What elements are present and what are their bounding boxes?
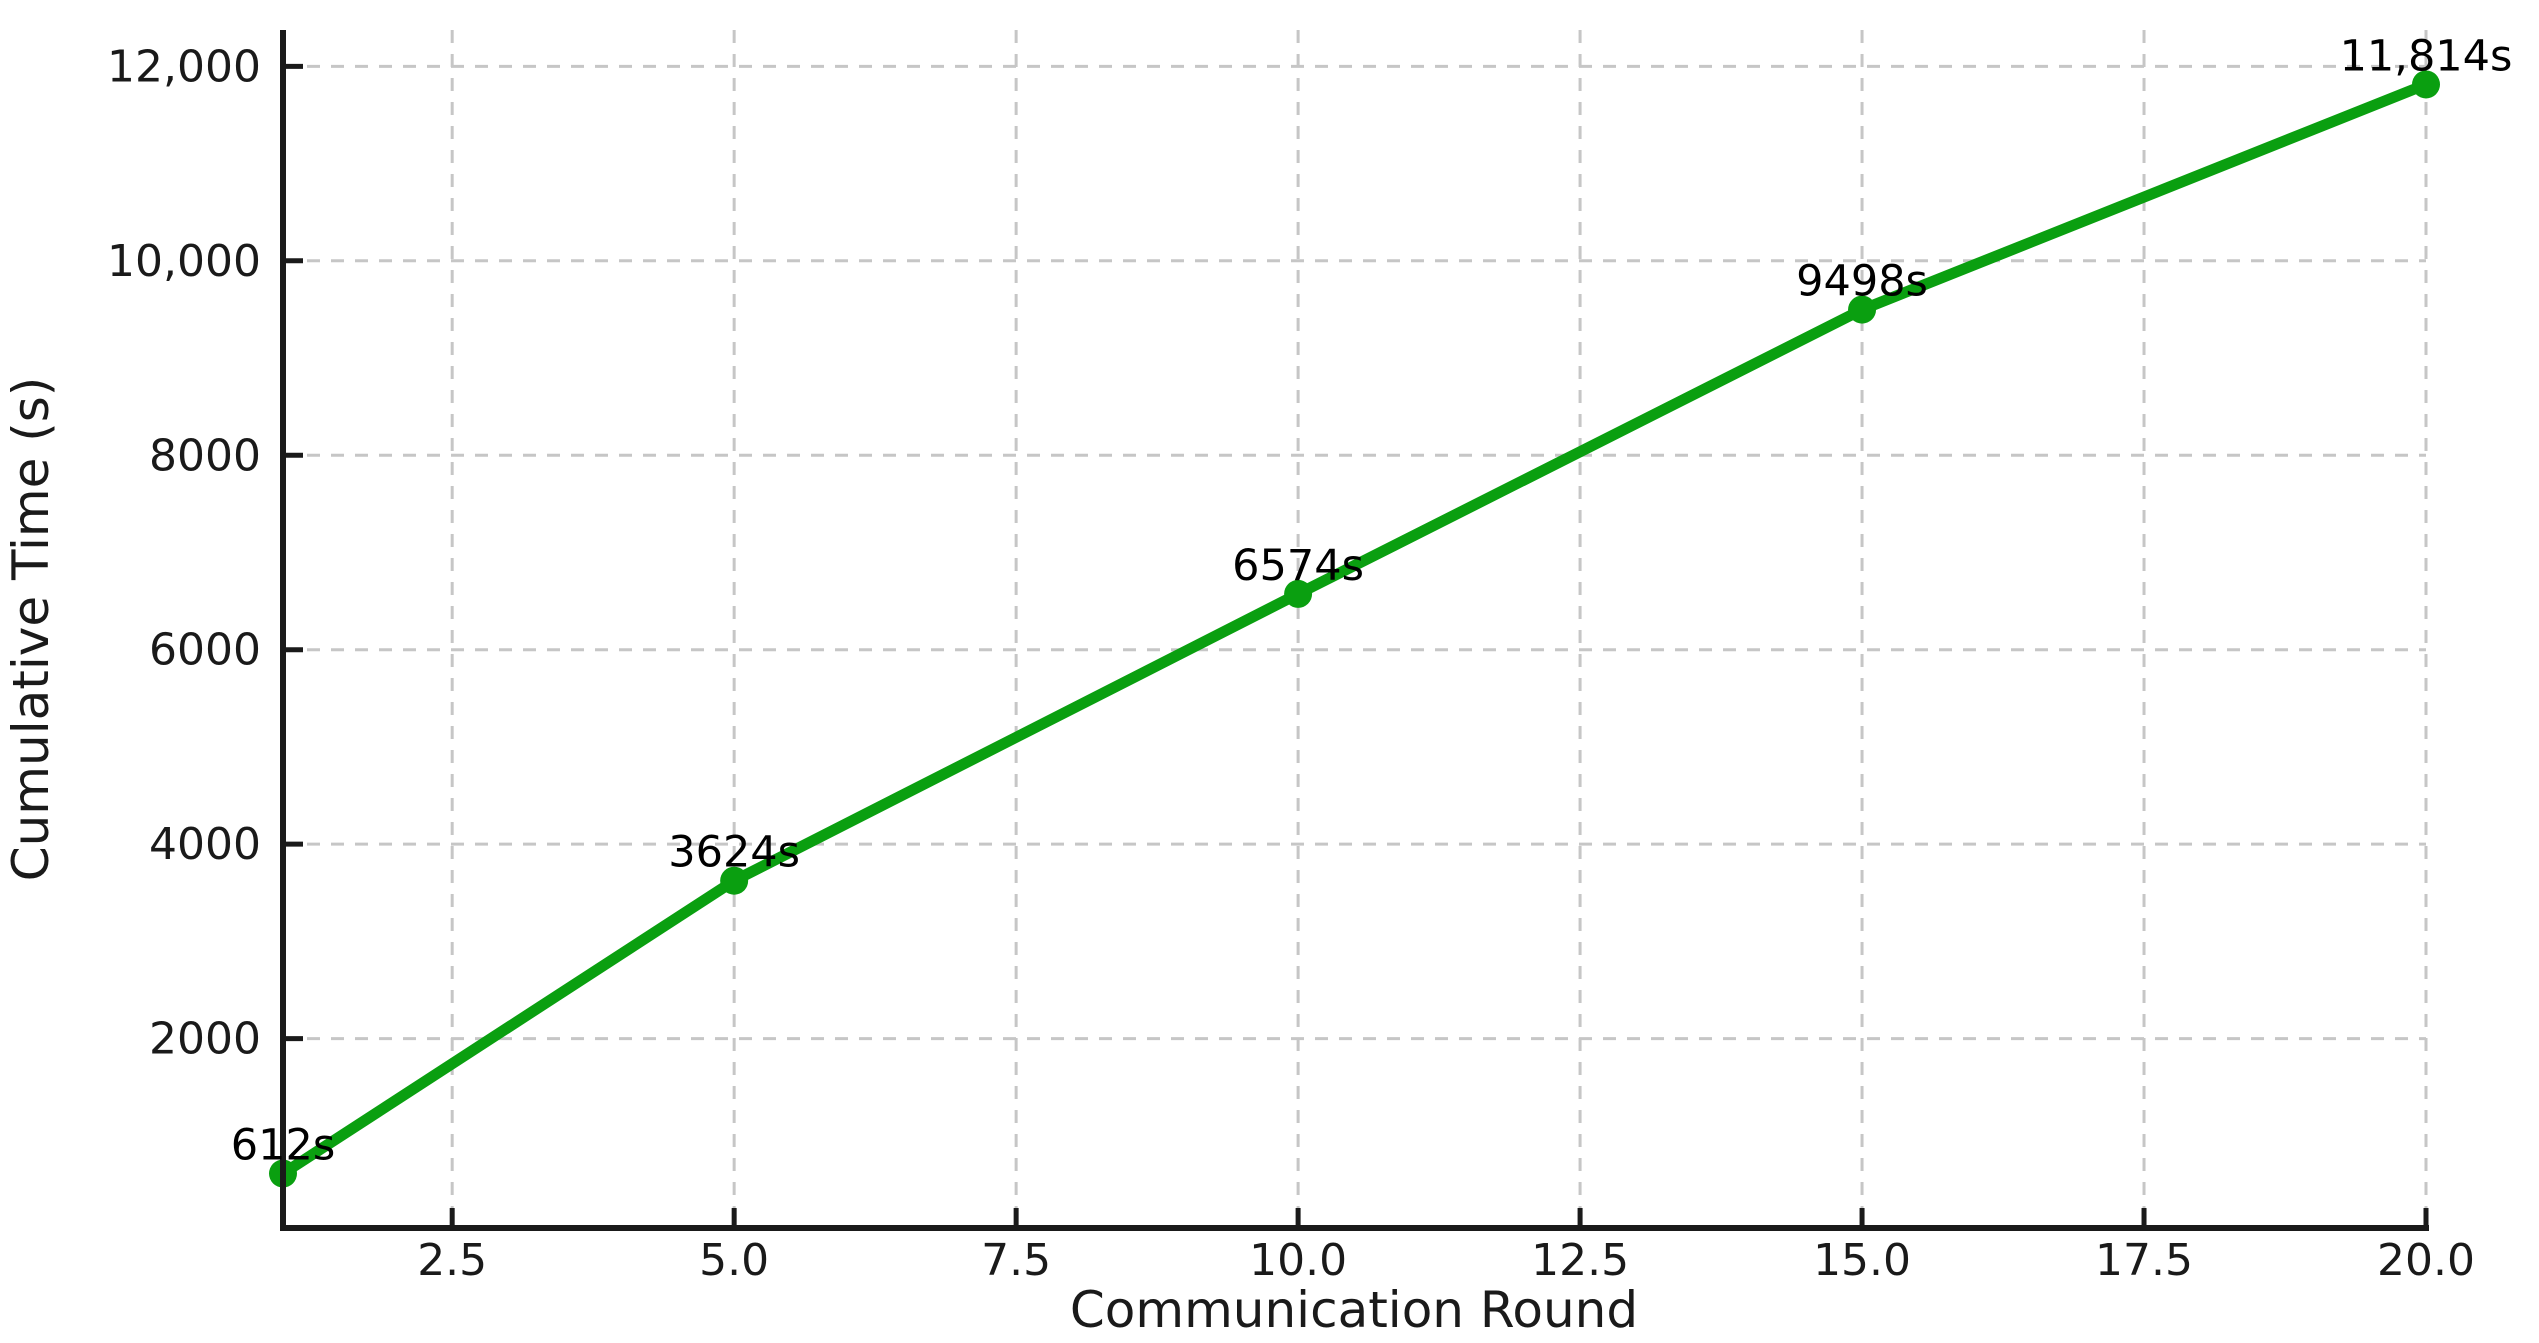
data-point-label: 9498s [1796, 257, 1928, 307]
tick-labels: 2.5 5.0 7.5 10.0 12.5 15.0 17.5 20.0 2000 4000 600… [107, 31, 2512, 1286]
x-tick-label: 5.0 [699, 1235, 769, 1286]
y-tick-label: 8000 [149, 430, 261, 481]
data-point-label: 11,814s [2340, 31, 2513, 81]
y-tick-label: 2000 [149, 1014, 261, 1065]
data-point-label: 3624s [668, 828, 800, 878]
x-tick-label: 7.5 [981, 1235, 1051, 1286]
data-series [269, 70, 2440, 1188]
data-point-marker [1284, 579, 1313, 608]
x-tick-label: 20.0 [2377, 1235, 2475, 1286]
y-axis-label: Cumulative Time (s) [2, 377, 60, 882]
data-point-label: 6574s [1232, 541, 1364, 591]
axes [280, 30, 2429, 1231]
y-tick-label: 10,000 [107, 236, 261, 287]
data-point-marker [720, 866, 749, 895]
x-tick-label: 15.0 [1813, 1235, 1911, 1286]
y-tick-label: 12,000 [107, 41, 261, 92]
x-tick-label: 2.5 [417, 1235, 487, 1286]
x-tick-label: 17.5 [2095, 1235, 2193, 1286]
data-point-marker [2412, 70, 2440, 99]
y-tick-label: 4000 [149, 819, 261, 870]
data-point-marker [1848, 295, 1877, 324]
x-axis-label: Communication Round [1070, 1281, 1638, 1339]
x-tick-label: 10.0 [1249, 1235, 1347, 1286]
series-line [277, 78, 2432, 1180]
x-tick-label: 12.5 [1531, 1235, 1629, 1286]
gridlines [283, 30, 2428, 1228]
y-tick-label: 6000 [149, 625, 261, 676]
data-point-label: 612s [231, 1121, 335, 1171]
